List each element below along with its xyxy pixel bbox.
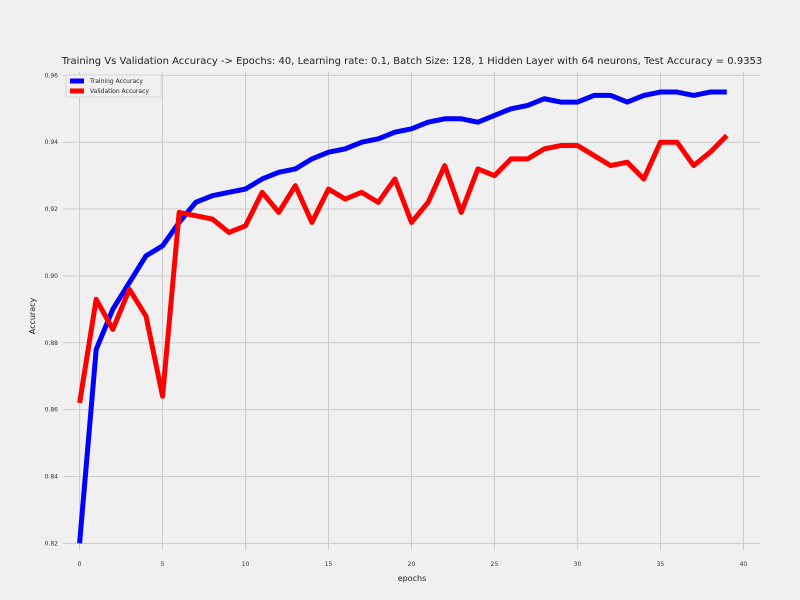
y-tick-label: 0.90: [45, 273, 59, 280]
y-tick-label: 0.94: [45, 139, 59, 146]
y-axis-label: Accuracy: [28, 297, 37, 334]
y-tick-label: 0.82: [45, 540, 59, 547]
grid-lines: [63, 72, 760, 550]
series-line-1: [77, 133, 729, 404]
x-tick-label: 40: [740, 561, 748, 568]
series-line-0: [77, 89, 727, 544]
x-tick-label: 0: [78, 561, 82, 568]
x-tick-label: 5: [161, 561, 165, 568]
x-axis-label: epochs: [398, 574, 427, 583]
series-lines: [77, 89, 729, 544]
legend-entry: Validation Accuracy: [90, 88, 149, 95]
x-tick-label: 20: [408, 561, 416, 568]
y-tick-labels: 0.82 0.84 0.86 0.88 0.90 0.92 0.94 0.96: [45, 72, 59, 547]
y-tick-label: 0.84: [45, 473, 59, 480]
x-tick-label: 30: [574, 561, 582, 568]
x-tick-label: 35: [657, 561, 665, 568]
y-tick-label: 0.96: [45, 72, 59, 79]
chart-title: Training Vs Validation Accuracy -> Epoch…: [61, 56, 763, 67]
x-tick-label: 10: [242, 561, 250, 568]
legend-entry: Training Accuracy: [89, 78, 143, 85]
y-tick-label: 0.86: [45, 407, 59, 414]
x-tick-labels: 0 5 10 15 20 25 30 35 40: [78, 561, 748, 568]
legend: Training Accuracy Validation Accuracy: [65, 74, 162, 98]
x-tick-label: 15: [325, 561, 333, 568]
y-tick-label: 0.92: [45, 206, 59, 213]
x-tick-label: 25: [491, 561, 499, 568]
legend-box: [65, 74, 162, 98]
y-tick-label: 0.88: [45, 340, 59, 347]
